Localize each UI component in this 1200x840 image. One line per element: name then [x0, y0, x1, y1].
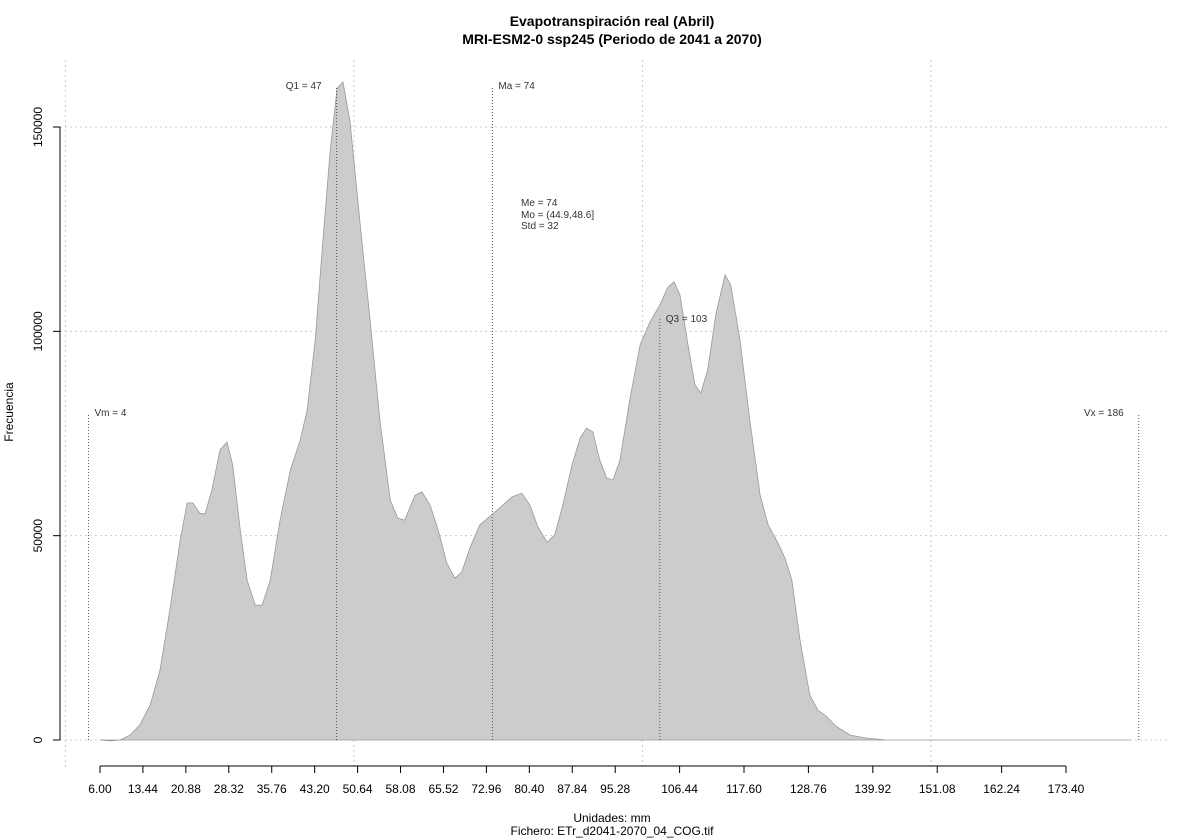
chart-subtitle: MRI-ESM2-0 ssp245 (Periodo de 2041 a 207…	[462, 31, 762, 47]
x-tick-label: 50.64	[343, 782, 373, 796]
stat-text: Me = 74	[521, 198, 558, 209]
marker-label: Vx = 186	[1084, 408, 1124, 419]
x-tick-label: 95.28	[600, 782, 630, 796]
marker-label: Ma = 74	[498, 81, 535, 92]
marker-label: Q3 = 103	[666, 314, 708, 325]
x-tick-label: 162.24	[983, 782, 1020, 796]
x-tick-label: 28.32	[214, 782, 244, 796]
caption: Fichero: ETr_d2041-2070_04_COG.tif	[511, 824, 715, 838]
x-tick-label: 80.40	[514, 782, 544, 796]
marker-label: Q1 = 47	[286, 81, 322, 92]
x-tick-label: 106.44	[661, 782, 698, 796]
x-tick-label: 65.52	[428, 782, 458, 796]
marker-label: Vm = 4	[94, 408, 126, 419]
x-tick-label: 13.44	[128, 782, 158, 796]
y-tick-label: 150000	[31, 107, 45, 147]
x-tick-label: 43.20	[300, 782, 330, 796]
x-tick-label: 139.92	[854, 782, 891, 796]
x-axis-label: Unidades: mm	[573, 811, 650, 825]
x-tick-label: 72.96	[471, 782, 501, 796]
x-tick-label: 173.40	[1048, 782, 1085, 796]
x-tick-label: 6.00	[88, 782, 112, 796]
y-tick-label: 0	[31, 736, 45, 743]
x-tick-label: 151.08	[919, 782, 956, 796]
x-tick-label: 117.60	[726, 782, 762, 796]
x-tick-label: 58.08	[386, 782, 416, 796]
density-area	[99, 81, 1131, 742]
x-tick-label: 35.76	[257, 782, 287, 796]
x-tick-label: 20.88	[171, 782, 201, 796]
stat-text: Mo = (44.9,48.6]	[521, 210, 594, 221]
x-tick-label: 87.84	[557, 782, 587, 796]
stat-text: Std = 32	[521, 221, 559, 232]
chart-title: Evapotranspiración real (Abril)	[510, 13, 715, 29]
y-axis-label: Frecuencia	[2, 382, 16, 442]
x-tick-label: 128.76	[790, 782, 827, 796]
y-tick-label: 100000	[31, 311, 45, 351]
y-tick-label: 50000	[31, 519, 45, 553]
